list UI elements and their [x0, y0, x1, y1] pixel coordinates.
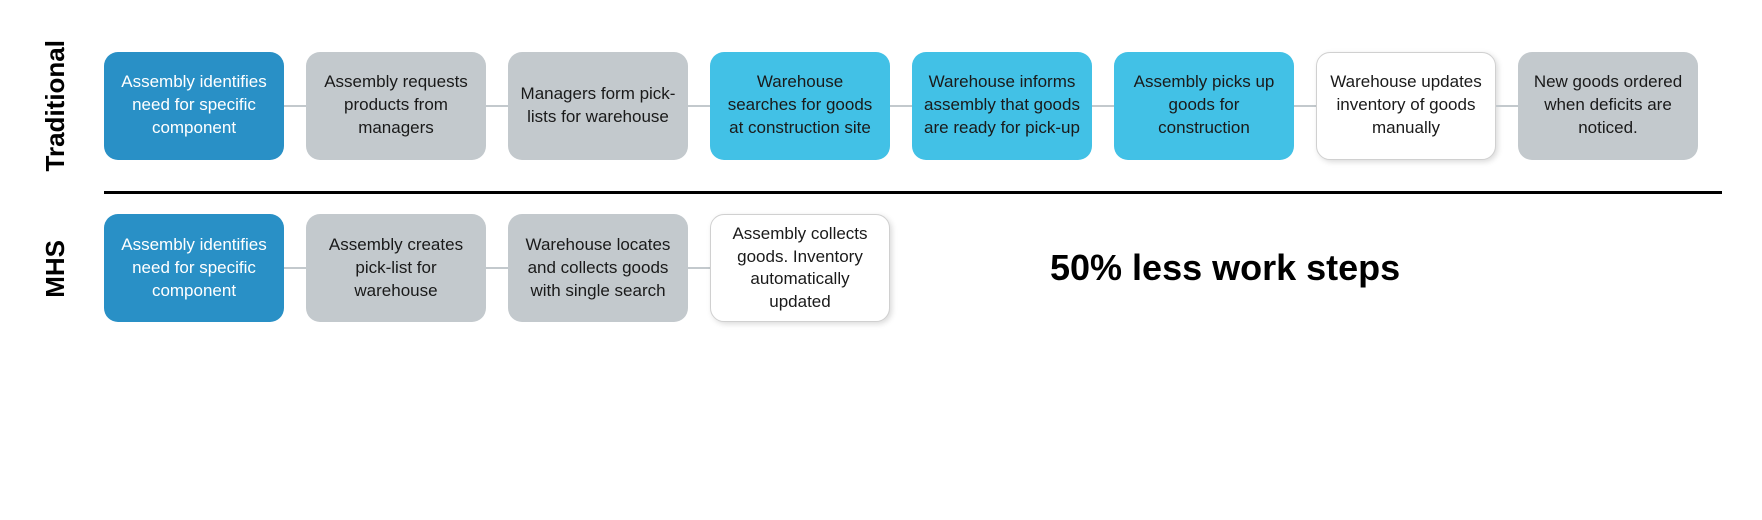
mhs-step-2: Assembly creates pick-list for warehouse	[306, 214, 486, 322]
traditional-step-8: New goods ordered when deficits are noti…	[1518, 52, 1698, 160]
mhs-step-1: Assembly identifies need for specific co…	[104, 214, 284, 322]
mhs-step-4: Assembly collects goods. Inventory autom…	[710, 214, 890, 322]
connector	[688, 267, 710, 269]
traditional-step-1: Assembly identifies need for specific co…	[104, 52, 284, 160]
traditional-step-4: Warehouse searches for goods at construc…	[710, 52, 890, 160]
connector	[1496, 105, 1518, 107]
traditional-flow: Assembly identifies need for specific co…	[104, 52, 1722, 160]
connector	[1092, 105, 1114, 107]
traditional-row: Traditional Assembly identifies need for…	[40, 40, 1722, 171]
traditional-step-5: Warehouse informs assembly that goods ar…	[912, 52, 1092, 160]
mhs-row: MHS Assembly identifies need for specifi…	[40, 214, 1722, 322]
connector	[1294, 105, 1316, 107]
connector	[284, 105, 306, 107]
traditional-step-2: Assembly requests products from managers	[306, 52, 486, 160]
section-divider	[104, 191, 1722, 194]
traditional-step-3: Managers form pick-lists for warehouse	[508, 52, 688, 160]
traditional-step-7: Warehouse updates inventory of goods man…	[1316, 52, 1496, 160]
connector	[688, 105, 710, 107]
mhs-flow: Assembly identifies need for specific co…	[104, 214, 1722, 322]
traditional-label: Traditional	[40, 40, 80, 171]
connector	[284, 267, 306, 269]
connector	[486, 267, 508, 269]
connector	[890, 105, 912, 107]
traditional-step-6: Assembly picks up goods for construction	[1114, 52, 1294, 160]
mhs-label: MHS	[40, 240, 80, 298]
claim-text: 50% less work steps	[1050, 247, 1400, 289]
mhs-step-3: Warehouse locates and collects goods wit…	[508, 214, 688, 322]
connector	[486, 105, 508, 107]
